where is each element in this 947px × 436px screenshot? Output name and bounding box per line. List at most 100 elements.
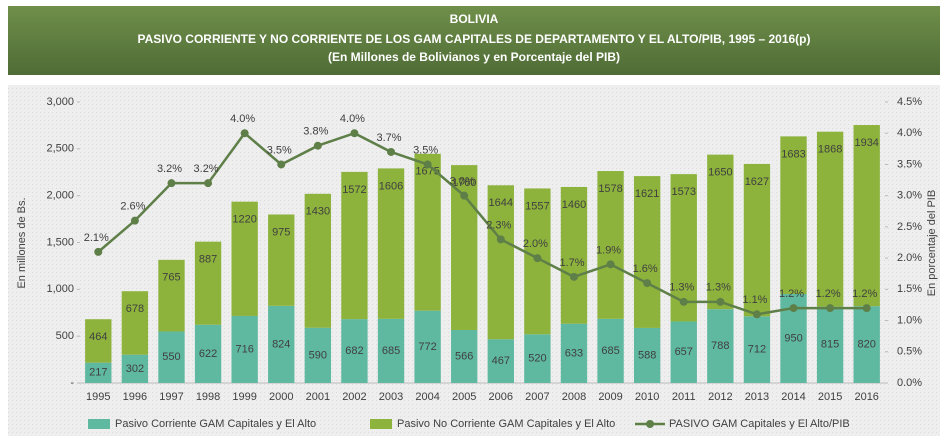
bar — [414, 310, 441, 383]
x-tick-label: 1997 — [159, 391, 183, 403]
data-label: 1573 — [672, 186, 696, 198]
bar — [231, 315, 258, 383]
bar — [85, 362, 112, 383]
chart-subtitle: PASIVO CORRIENTE Y NO CORRIENTE DE LOS G… — [137, 32, 810, 46]
data-label: 1460 — [562, 199, 586, 211]
data-label: 590 — [309, 349, 327, 361]
legend-swatch — [646, 420, 654, 428]
x-tick-label: 2012 — [708, 391, 732, 403]
bar — [743, 163, 771, 317]
line-marker — [204, 179, 213, 188]
line-marker — [167, 179, 176, 188]
x-tick-label: 2015 — [818, 391, 842, 403]
bar — [304, 327, 332, 383]
line-marker — [606, 260, 615, 269]
y-tick-label: 1,500 — [46, 236, 74, 248]
y2-tick-label: 0.5% — [897, 346, 922, 358]
y2-tick-label: 2.0% — [897, 252, 922, 264]
data-label: 566 — [455, 350, 473, 362]
data-label: 1578 — [598, 183, 622, 195]
bar — [158, 331, 185, 383]
data-label: 4.0% — [230, 113, 255, 125]
y-tick-label: - — [70, 377, 74, 389]
legend-swatch — [88, 419, 110, 429]
x-tick-label: 2002 — [342, 391, 366, 403]
x-tick-label: 1995 — [86, 391, 110, 403]
line-marker — [130, 216, 139, 225]
data-label: 1.9% — [596, 244, 621, 256]
bar — [341, 171, 368, 320]
data-label: 464 — [89, 331, 107, 343]
x-tick-label: 2003 — [379, 391, 403, 403]
bar — [231, 201, 258, 316]
data-label: 1868 — [818, 144, 842, 156]
x-tick-label: 1999 — [232, 391, 256, 403]
x-tick-label: 1996 — [123, 391, 147, 403]
bar — [560, 323, 588, 383]
line-marker — [789, 304, 798, 313]
x-tick-label: 2008 — [562, 391, 586, 403]
y2-tick-label: 3.0% — [897, 190, 922, 202]
data-label: 772 — [418, 341, 436, 353]
x-tick-label: 2006 — [489, 391, 513, 403]
data-label: 1644 — [489, 197, 513, 209]
x-tick-label: 2013 — [745, 391, 769, 403]
bar — [780, 136, 807, 295]
line-marker — [313, 141, 322, 150]
x-tick-label: 2010 — [635, 391, 659, 403]
data-label: 1934 — [854, 137, 878, 149]
bar — [341, 319, 368, 383]
data-label: 3.8% — [303, 126, 328, 138]
data-label: 887 — [199, 254, 217, 266]
line-marker — [643, 279, 652, 288]
y-tick-label: 1,000 — [46, 283, 74, 295]
bar — [194, 324, 222, 383]
line — [97, 131, 867, 316]
x-tick-label: 2011 — [672, 391, 696, 403]
y2-axis-title: En porcentaje del PIB — [926, 190, 938, 296]
data-label: 520 — [528, 353, 546, 365]
data-label: 716 — [235, 343, 253, 355]
bar — [633, 176, 661, 328]
line-marker — [94, 247, 103, 256]
bar — [707, 154, 734, 310]
data-label: 3.2% — [194, 163, 219, 175]
x-tick-label: 2009 — [598, 391, 622, 403]
line-marker — [496, 235, 505, 244]
line-marker — [350, 129, 359, 138]
data-label: 1220 — [232, 214, 256, 226]
x-tick-label: 2007 — [525, 391, 549, 403]
bar — [853, 306, 880, 383]
data-label: 550 — [162, 351, 180, 363]
bar — [816, 306, 844, 383]
data-label: 588 — [638, 349, 656, 361]
data-label: 788 — [711, 340, 729, 352]
data-label: 765 — [162, 272, 180, 284]
data-label: 682 — [345, 345, 363, 357]
data-label: 3.5% — [413, 144, 438, 156]
data-label: 975 — [272, 226, 290, 238]
data-label: 1760 — [452, 177, 476, 189]
bar — [158, 259, 185, 332]
data-label: 1.7% — [559, 257, 584, 269]
line-marker — [533, 254, 542, 263]
legend-label: PASIVO GAM Capitales y El Alto/PIB — [669, 418, 850, 430]
bar — [597, 171, 624, 319]
line-marker — [862, 304, 871, 313]
data-label: 1606 — [379, 180, 403, 192]
y2-tick-label: 2.5% — [897, 221, 922, 233]
data-label: 217 — [89, 367, 107, 379]
data-label: 1430 — [306, 206, 330, 218]
y2-tick-label: 4.0% — [897, 127, 922, 139]
y-tick-label: 3,000 — [46, 96, 74, 108]
x-tick-label: 1998 — [196, 391, 220, 403]
bar — [121, 291, 149, 355]
bar — [85, 319, 112, 363]
chart-subtitle: (En Millones de Bolivianos y en Porcenta… — [328, 50, 620, 64]
bar — [377, 168, 405, 319]
data-label: 1.1% — [742, 294, 767, 306]
data-label: 4.0% — [340, 113, 365, 125]
y2-tick-label: 1.0% — [897, 314, 922, 326]
bar — [451, 329, 478, 383]
bar — [194, 241, 222, 325]
